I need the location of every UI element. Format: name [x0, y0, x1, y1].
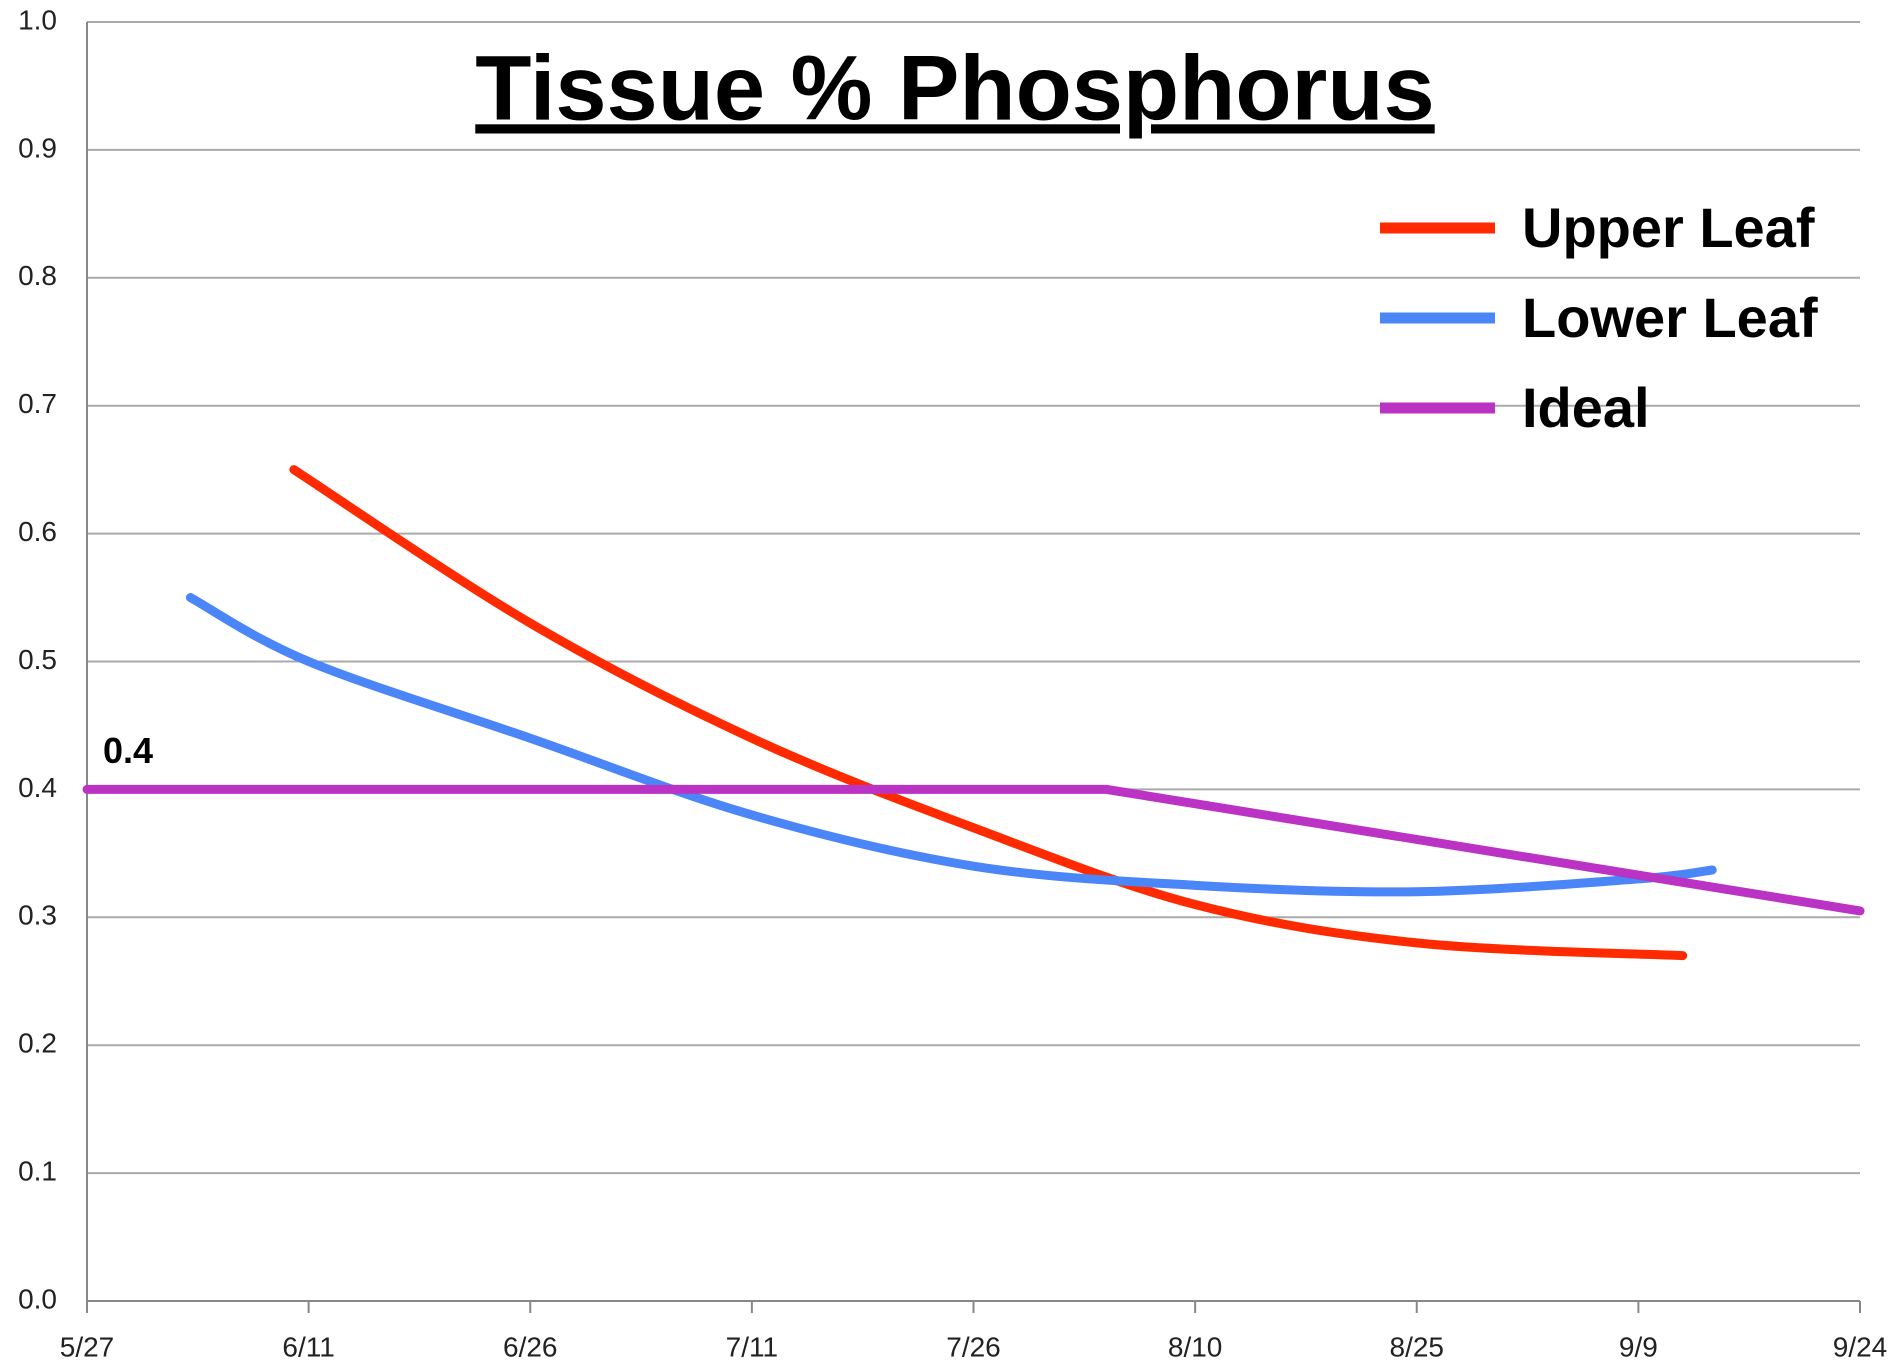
y-tick-label: 0.5	[18, 644, 57, 675]
legend-label: Upper Leaf	[1522, 196, 1815, 259]
x-tick-label: 5/27	[60, 1331, 115, 1362]
x-tick-label: 8/25	[1390, 1331, 1445, 1362]
plot-area	[82, 465, 1865, 961]
y-tick-label: 0.2	[18, 1028, 57, 1059]
grid	[86, 21, 1861, 1313]
y-tick-label: 0.3	[18, 900, 57, 931]
x-tick-label: 8/10	[1168, 1331, 1223, 1362]
chart-title: Tissue % Phosphorus	[475, 37, 1434, 139]
series-line	[185, 593, 1717, 897]
y-tick-label: 0.9	[18, 132, 57, 163]
x-tick-label: 7/11	[726, 1331, 778, 1362]
y-tick-label: 0.7	[18, 388, 57, 419]
y-tick-label: 0.6	[18, 516, 57, 547]
y-tick-label: 0.1	[18, 1155, 57, 1186]
y-tick-label: 1.0	[18, 4, 57, 35]
legend-label: Ideal	[1522, 376, 1650, 439]
legend-label: Lower Leaf	[1522, 286, 1818, 349]
x-tick-label: 9/9	[1619, 1331, 1658, 1362]
x-tick-label: 6/26	[503, 1331, 558, 1362]
x-tick-label: 9/24	[1833, 1331, 1888, 1362]
y-tick-label: 0.4	[18, 772, 57, 803]
series-line	[82, 784, 1865, 916]
y-tick-label: 0.8	[18, 260, 57, 291]
x-tick-label: 6/11	[282, 1331, 334, 1362]
y-tick-label: 0.0	[18, 1283, 57, 1314]
annotation: 0.4	[103, 730, 153, 771]
series-line	[289, 465, 1688, 961]
x-tick-label: 7/26	[946, 1331, 1001, 1362]
